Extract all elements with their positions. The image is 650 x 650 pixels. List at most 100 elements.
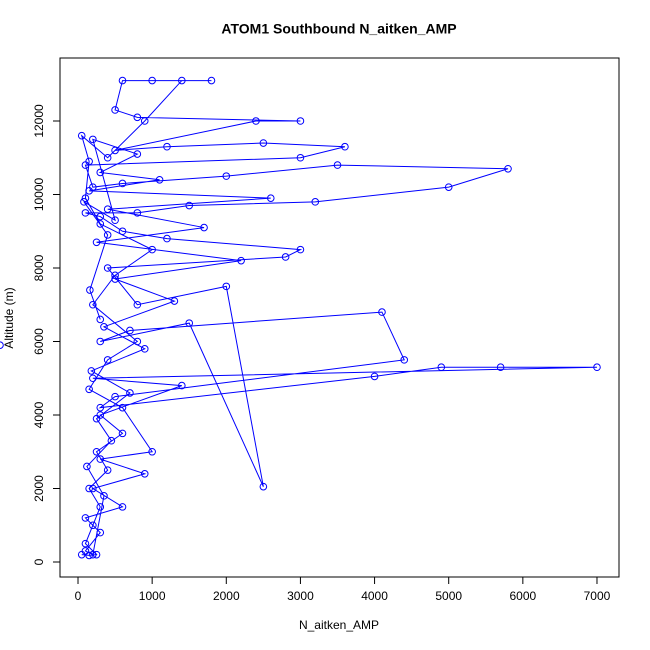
data-point [148, 245, 156, 254]
data-point [311, 198, 320, 206]
x-tick-label: 5000 [435, 589, 462, 603]
data-point [107, 436, 116, 445]
data-point [89, 300, 97, 309]
data-point [77, 131, 86, 140]
data-point [370, 372, 379, 381]
data-point [496, 363, 505, 372]
plot-box [59, 57, 620, 578]
data-point [178, 76, 186, 85]
data-point [96, 212, 105, 221]
data-point [80, 198, 88, 206]
data-point [444, 183, 453, 191]
data-point [118, 76, 127, 85]
data-point [341, 142, 349, 151]
data-point [400, 356, 409, 364]
y-tick-label: 6000 [32, 328, 46, 355]
data-point [103, 205, 112, 213]
data-point [118, 429, 127, 438]
data-point [207, 76, 216, 85]
data-point [96, 337, 105, 346]
x-tick-label: 3000 [287, 589, 314, 603]
data-point [85, 484, 93, 493]
data-point [85, 187, 93, 195]
data-point [96, 403, 105, 412]
data-point [100, 322, 108, 331]
data-point [140, 117, 149, 125]
data-point [296, 245, 305, 254]
y-tick-label: 0 [32, 558, 46, 565]
data-point [296, 153, 305, 162]
data-point [100, 492, 108, 500]
data-point [81, 514, 90, 522]
data-point [85, 157, 93, 166]
data-point [89, 550, 97, 559]
data-point [92, 238, 101, 247]
data-point [0, 341, 4, 349]
y-tick-label: 8000 [32, 254, 46, 281]
data-point [96, 455, 105, 463]
data-point [170, 297, 179, 305]
data-point [140, 345, 149, 353]
data-point [126, 326, 134, 335]
data-point [81, 209, 90, 217]
data-point [281, 253, 290, 261]
x-tick-label: 4000 [361, 589, 388, 603]
data-point [126, 389, 134, 397]
y-tick-label: 10000 [32, 177, 46, 211]
data-point [92, 447, 101, 456]
data-point [266, 194, 275, 202]
data-point [163, 142, 171, 151]
data-point [593, 363, 601, 372]
data-point [81, 547, 90, 555]
data-point [87, 367, 96, 375]
x-tick-label: 0 [75, 589, 82, 603]
data-point [118, 227, 127, 236]
data-point [118, 403, 127, 412]
data-point [89, 374, 97, 383]
data-point [296, 117, 305, 125]
data-point [103, 466, 112, 474]
data-point [92, 414, 101, 423]
data-point [89, 521, 97, 530]
x-tick-label: 2000 [213, 589, 240, 603]
data-point [178, 381, 186, 390]
data-point [111, 216, 119, 225]
data-point [103, 356, 112, 364]
data-point [96, 168, 105, 177]
data-point [92, 550, 101, 559]
data-point [163, 234, 171, 243]
data-point [185, 201, 194, 210]
y-tick-label: 2000 [32, 475, 46, 502]
data-point [185, 319, 194, 327]
data-point [148, 447, 156, 456]
data-point [111, 271, 119, 280]
data-point [103, 264, 112, 272]
data-point [133, 300, 142, 309]
data-point [103, 231, 112, 239]
data-point [89, 484, 97, 493]
data-point [133, 113, 142, 122]
data-point [333, 161, 342, 169]
data-point [83, 462, 91, 471]
data-point [252, 117, 260, 125]
data-point [111, 392, 119, 401]
data-point [133, 209, 142, 217]
chart-title: ATOM1 Southbound N_aitken_AMP [221, 21, 456, 37]
y-tick-label: 4000 [32, 401, 46, 428]
data-point [437, 363, 446, 372]
data-point [111, 106, 119, 114]
data-point [89, 135, 97, 144]
data-point [259, 482, 268, 491]
data-point [85, 385, 93, 394]
data-point [155, 175, 164, 184]
data-point [237, 256, 245, 265]
data-point [200, 223, 208, 232]
y-axis-label: Altitude (m) [2, 287, 16, 348]
data-point [96, 528, 105, 537]
y-tick-label: 12000 [32, 104, 46, 138]
data-point [111, 275, 119, 283]
data-point [148, 76, 156, 85]
data-point [504, 164, 512, 173]
